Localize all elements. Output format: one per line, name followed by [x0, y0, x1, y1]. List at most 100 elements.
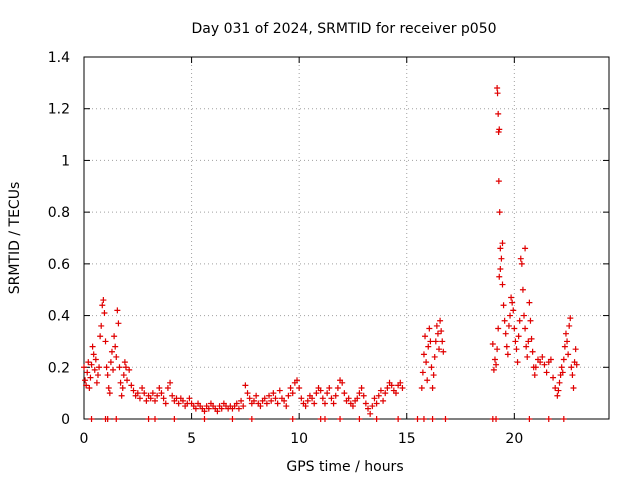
data-point [529, 348, 536, 355]
data-point [554, 392, 561, 399]
data-point [156, 384, 163, 391]
data-point [326, 384, 333, 391]
data-point [420, 351, 427, 358]
data-point [276, 387, 283, 394]
data-point [281, 397, 288, 404]
data-point [341, 390, 348, 397]
data-point [545, 416, 552, 422]
data-point [434, 330, 441, 337]
data-point [513, 346, 520, 353]
data-point [124, 377, 131, 384]
data-point [317, 387, 324, 394]
data-point [116, 364, 123, 371]
data-point [274, 400, 281, 407]
chart-title: Day 031 of 2024, SRMTID for receiver p05… [191, 21, 496, 37]
data-point [117, 379, 124, 386]
data-point [560, 416, 567, 422]
data-point [104, 416, 111, 422]
data-point [494, 85, 501, 92]
data-point [149, 390, 156, 397]
data-point [430, 372, 437, 379]
data-point [556, 379, 563, 386]
data-point [113, 416, 120, 422]
data-point [552, 384, 559, 391]
data-point [382, 390, 389, 397]
data-point [111, 333, 118, 340]
data-point [175, 400, 182, 407]
data-point [499, 240, 506, 247]
data-point [84, 369, 91, 376]
data-point [118, 392, 125, 399]
data-point [246, 395, 253, 402]
data-point [122, 364, 129, 371]
data-point [102, 338, 109, 345]
data-point [424, 377, 431, 384]
data-point [429, 384, 436, 391]
data-point [107, 359, 114, 366]
data-point [392, 390, 399, 397]
data-point [139, 384, 146, 391]
y-tick-label: 0.4 [48, 309, 70, 325]
data-point [499, 281, 506, 288]
data-point [360, 392, 367, 399]
data-point [380, 397, 387, 404]
data-point [528, 335, 535, 342]
data-point [521, 312, 528, 319]
data-point [83, 382, 90, 389]
data-point [294, 377, 301, 384]
data-point [272, 395, 279, 402]
data-point [526, 416, 533, 422]
data-point [330, 400, 337, 407]
data-point [106, 390, 113, 397]
data-point [422, 333, 429, 340]
data-point [285, 392, 292, 399]
data-point [218, 405, 225, 412]
y-tick-label: 0.8 [48, 205, 70, 221]
data-point [104, 372, 111, 379]
data-point [518, 260, 525, 267]
data-point [164, 384, 171, 391]
y-tick-label: 0.6 [48, 257, 70, 273]
data-point [86, 384, 93, 391]
data-point [431, 353, 438, 360]
data-point [201, 408, 208, 415]
data-point [495, 110, 502, 117]
data-point [508, 294, 515, 301]
data-point [433, 322, 440, 329]
data-point [564, 338, 571, 345]
data-point [87, 374, 94, 381]
data-point [358, 384, 365, 391]
data-point [91, 366, 98, 373]
data-point [98, 322, 105, 329]
data-point [103, 364, 110, 371]
data-point [110, 366, 117, 373]
data-point [517, 255, 524, 262]
data-point [373, 400, 380, 407]
data-point [82, 377, 89, 384]
axis-ticks: 0 0.2 0.4 0.6 0.8 1 1.2 1.4 0 5 10 15 20 [48, 50, 609, 447]
data-point [397, 379, 404, 386]
data-point [160, 395, 167, 402]
data-point [289, 390, 296, 397]
data-point [162, 400, 169, 407]
data-point [515, 333, 522, 340]
data-point [496, 273, 503, 280]
data-point [233, 400, 240, 407]
data-point [93, 379, 100, 386]
data-point [136, 395, 143, 402]
data-point [356, 416, 363, 422]
data-point [438, 328, 445, 335]
data-point [81, 364, 87, 371]
x-tick-label: 5 [187, 431, 196, 447]
data-point [532, 364, 539, 371]
data-point [192, 405, 199, 412]
data-point [428, 364, 435, 371]
data-point [567, 315, 574, 322]
data-point [522, 325, 529, 332]
data-point [205, 405, 212, 412]
data-point [555, 387, 562, 394]
data-point [514, 359, 521, 366]
data-point [527, 317, 534, 324]
data-point [497, 266, 504, 273]
